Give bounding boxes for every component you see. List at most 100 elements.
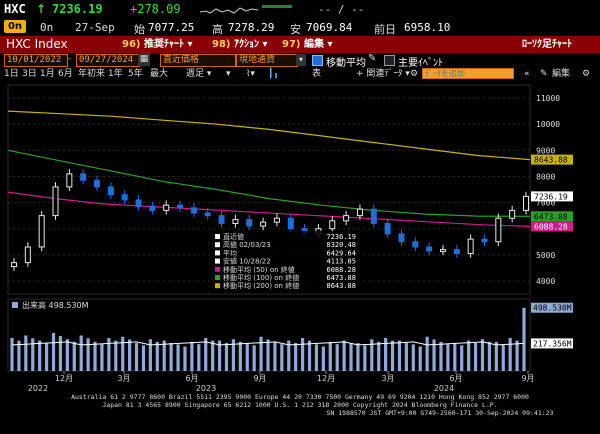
candle-body (356, 208, 363, 217)
volume-bar (439, 341, 443, 371)
edit-button[interactable]: 編集 (552, 69, 571, 79)
candle-body (398, 233, 405, 243)
candle-body (52, 186, 59, 217)
date-from-input[interactable]: 10/01/2022 (4, 54, 68, 67)
x-year-label: 2024 (434, 384, 454, 393)
x-month-label: 9月 (253, 374, 266, 383)
security-name[interactable]: HXC Index (6, 37, 68, 51)
volume-bar (10, 338, 14, 371)
price-type-select[interactable]: 直近価格 (160, 54, 236, 67)
x-axis: 12月 3月 6月 9月 12月 3月 6月 9月 2022 2023 2024 (28, 371, 535, 393)
ma100-line (7, 149, 531, 217)
price-change: +278.09 (130, 2, 181, 16)
volume-legend-swatch (12, 302, 18, 308)
y-axis: 40005000600070008000900010000110008643.8… (531, 94, 573, 349)
legend-value: 6473.88 (326, 274, 356, 282)
volume-bars: 出来高 498.530M (7, 298, 531, 372)
volume-bar (335, 344, 339, 371)
bid-ask: -- / -- (318, 3, 365, 16)
volume-value-box (531, 302, 573, 313)
volume-bar (134, 343, 139, 371)
collapse-left-icon[interactable]: « (524, 69, 530, 79)
bid-ask-bar (262, 5, 292, 8)
volume-bar (86, 338, 90, 371)
chart-style-icon[interactable]: ▾ (226, 69, 231, 79)
volume-bar (294, 342, 298, 371)
period-button-0[interactable]: 1日 (4, 69, 19, 79)
period-button-6[interactable]: 5年 (128, 69, 143, 79)
candle-body (66, 173, 73, 188)
period-button-5[interactable]: 1年 (108, 69, 123, 79)
menu-number: 97) (282, 39, 301, 50)
legend-value: 7236.19 (326, 233, 356, 241)
table-button[interactable]: 表 (312, 69, 322, 79)
low-value: 7069.84 (306, 21, 353, 34)
chevron-down-icon[interactable]: ▾ (296, 54, 306, 66)
volume-bar (169, 342, 173, 371)
volume-bar (487, 341, 492, 371)
date-to-input[interactable]: 09/27/2024 (76, 54, 140, 67)
volume-bar (515, 340, 519, 371)
pencil-icon[interactable]: ✎ (368, 53, 377, 64)
ma200-value-box (531, 154, 573, 165)
high-value: 7278.29 (228, 21, 275, 34)
events-checkbox[interactable] (384, 55, 395, 66)
candle-body (135, 199, 142, 207)
actions-menu[interactable]: 98) ｱｸｼｮﾝ ▾ (212, 38, 268, 51)
candle-body (467, 238, 474, 255)
volume-ma-value: 217.356M (533, 339, 572, 348)
candle-body (495, 217, 502, 243)
recommended-charts-menu[interactable]: 96) 推奨ﾁｬｰﾄ ▾ (122, 38, 193, 51)
period-button-1[interactable]: 3日 (22, 69, 37, 79)
ma-checkbox[interactable] (312, 55, 323, 66)
candle-body (453, 249, 460, 255)
menu-number: 98) (212, 39, 231, 50)
calendar-icon[interactable]: ▦ (138, 53, 150, 66)
frequency-select[interactable]: 週足 ▾ (186, 69, 212, 79)
volume-bar (148, 339, 152, 371)
volume-bar (508, 338, 512, 371)
volume-bar (418, 346, 422, 371)
chart-toolbar: 1日 3日 1月 6月 年初来 1年 5年 最大 週足 ▾ ▾ ⌇▾ ┃╻ 表 + 関連ﾃﾞｰ… (0, 67, 600, 80)
quote-header: HXC ↑ 7236.19 +278.09 -- / -- (0, 0, 600, 18)
add-data-button[interactable]: + 関連ﾃﾞｰﾀ ▾ (356, 69, 410, 79)
gear-icon[interactable]: ⚙ (410, 69, 419, 79)
volume-bar (51, 332, 56, 371)
quote-date: 27-Sep (75, 21, 115, 34)
volume-bar (314, 344, 319, 371)
candle-body (163, 204, 170, 211)
legend-label: 安値 10/28/22 (223, 257, 271, 266)
volume-bar (176, 344, 180, 371)
currency-select[interactable]: 現地通貨 (236, 54, 298, 67)
ma50-line (7, 191, 531, 227)
volume-bar (280, 344, 284, 371)
last-value-box (531, 191, 573, 202)
volume-bar (245, 343, 249, 371)
edit-menu[interactable]: 97) 編集 ▾ (282, 38, 333, 51)
period-button-3[interactable]: 6月 (58, 69, 73, 79)
on-label: 0n (40, 21, 54, 34)
candle-icon[interactable]: ┃╻ (268, 69, 279, 79)
settings-icon[interactable]: ⚙ (582, 69, 591, 79)
edit-pencil-icon[interactable]: ✎ (540, 69, 548, 79)
candle-body (149, 205, 156, 211)
last-price: 7236.19 (52, 2, 103, 16)
ma200-line (7, 110, 531, 161)
volume-bar (266, 339, 270, 371)
volume-bar (190, 341, 194, 371)
period-button-4[interactable]: 年初来 (78, 69, 106, 79)
y-tick-label: 7000 (536, 199, 555, 208)
line-chart-icon[interactable]: ⌇▾ (246, 69, 255, 79)
volume-bar (93, 341, 97, 371)
legend-swatch (215, 266, 220, 272)
legend-label: 平均 (223, 248, 237, 257)
volume-bar (384, 338, 388, 371)
add-data-search-input[interactable] (422, 68, 514, 79)
period-button-2[interactable]: 1月 (40, 69, 55, 79)
realtime-badge: 0n (4, 20, 26, 33)
period-button-7[interactable]: 最大 (150, 69, 169, 79)
legend-value: 4113.85 (326, 258, 356, 266)
volume-ma-line (11, 341, 525, 346)
volume-bar (114, 340, 118, 371)
candle-body (370, 208, 377, 224)
